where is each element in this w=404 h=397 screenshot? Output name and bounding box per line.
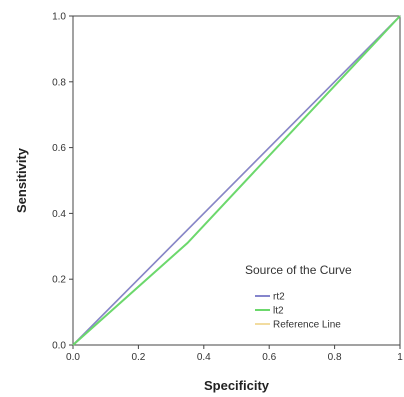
legend: Source of the Curve rt2 lt2 Reference Line: [245, 263, 352, 331]
x-axis-ticks: 0.0 0.2 0.4 0.6 0.8 1: [66, 345, 403, 363]
legend-label: Reference Line: [273, 320, 341, 331]
x-tick-label: 0.8: [328, 352, 342, 363]
x-tick-label: 0.0: [66, 352, 80, 363]
legend-label: rt2: [273, 292, 285, 303]
series-line-rt2: [72, 15, 401, 346]
x-axis-title: Specificity: [204, 378, 270, 393]
plot-frame: [72, 15, 401, 346]
x-tick-label: 1: [397, 352, 403, 363]
y-tick-label: 0.2: [52, 275, 66, 286]
series-layer: [72, 15, 401, 346]
x-tick-label: 0.4: [197, 352, 211, 363]
y-axis-title: Sensitivity: [14, 147, 29, 213]
legend-label: lt2: [273, 306, 284, 317]
x-tick-label: 0.6: [262, 352, 276, 363]
series-line-lt2: [72, 15, 401, 346]
axes: [72, 15, 401, 346]
y-tick-label: 0.4: [52, 209, 66, 220]
y-tick-label: 0.8: [52, 77, 66, 88]
legend-items: rt2 lt2 Reference Line: [255, 292, 341, 331]
legend-title: Source of the Curve: [245, 263, 352, 277]
y-axis-ticks: 0.0 0.2 0.4 0.6 0.8 1.0: [52, 12, 73, 352]
y-tick-label: 1.0: [52, 12, 66, 23]
y-tick-label: 0.0: [52, 341, 66, 352]
x-tick-label: 0.2: [131, 352, 145, 363]
y-tick-label: 0.6: [52, 143, 66, 154]
